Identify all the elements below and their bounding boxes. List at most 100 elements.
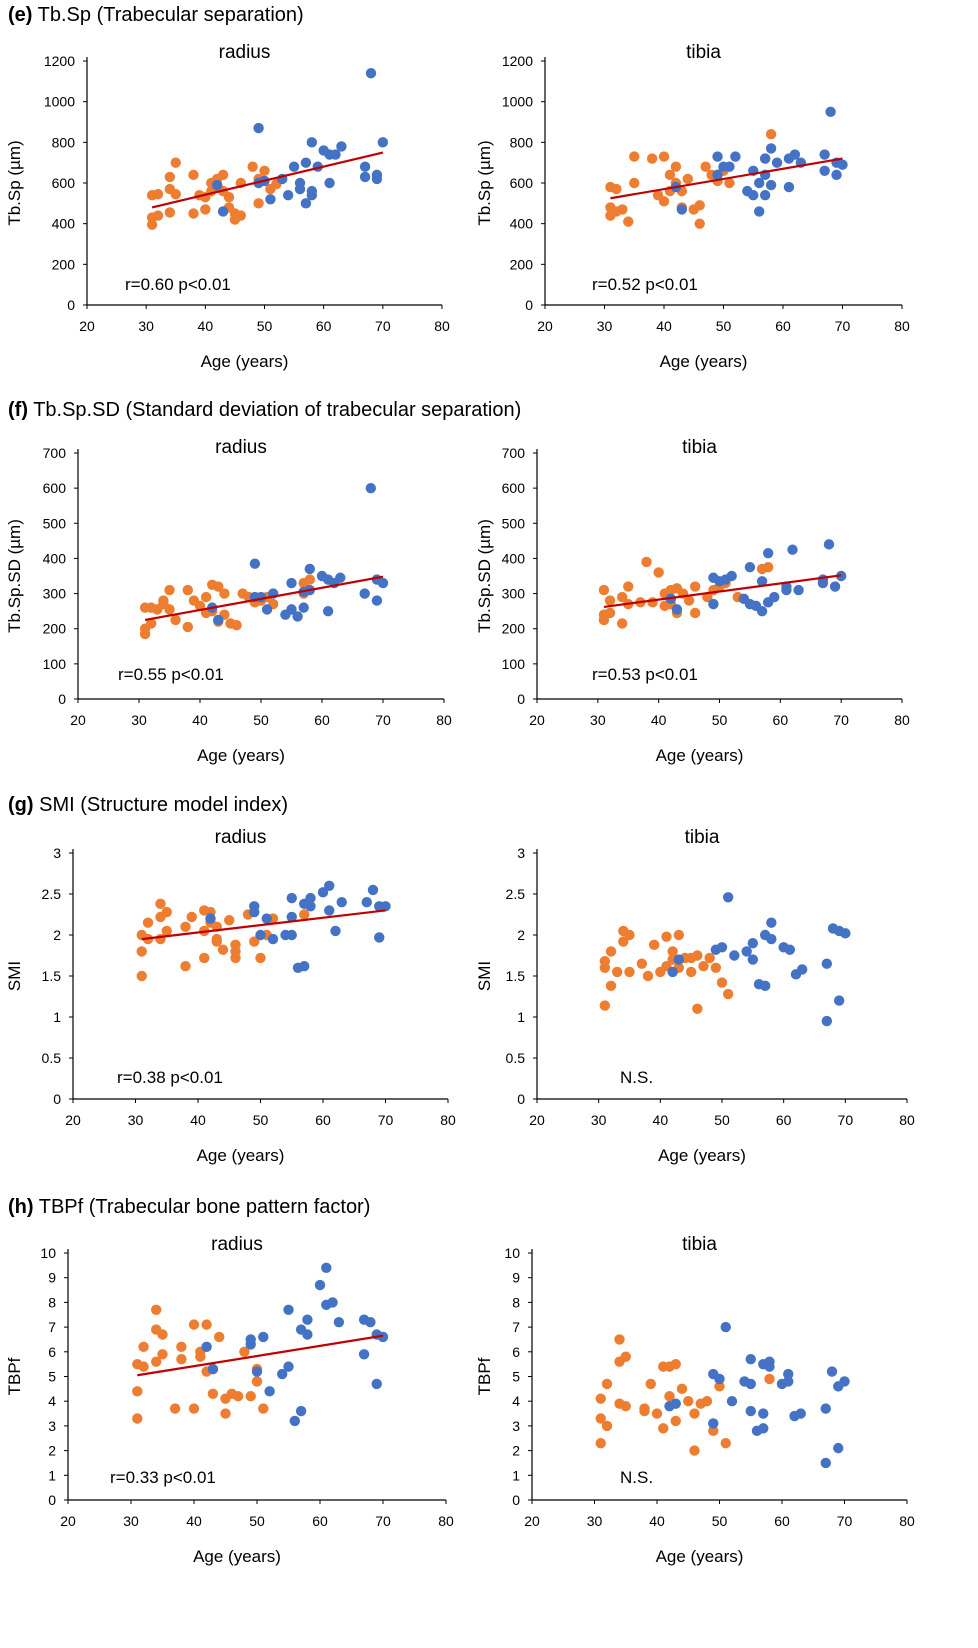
data-point-orange — [207, 1388, 219, 1399]
y-axis-label: SMI — [5, 961, 24, 991]
data-point-blue — [359, 171, 371, 183]
data-point-blue — [820, 1403, 831, 1414]
y-tick-label: 600 — [43, 480, 67, 496]
data-point-orange — [259, 165, 270, 176]
data-point-orange — [164, 584, 175, 596]
data-point-orange — [629, 177, 640, 189]
scatter-chart-smi-radius: 0 0.5 1 1.5 2 2.5 3 20 30 40 50 60 70 80 radius Age (ye… — [5, 827, 456, 1165]
data-point-orange — [639, 1405, 650, 1417]
data-point-blue — [819, 149, 830, 160]
data-point-orange — [762, 562, 774, 573]
data-point-blue — [726, 570, 737, 582]
data-point-blue — [365, 68, 377, 79]
data-point-blue — [304, 563, 315, 575]
y-tick-label: 600 — [52, 175, 76, 191]
data-point-orange — [629, 151, 640, 162]
y-tick-label: 1 — [48, 1467, 56, 1483]
scatter-chart-tbsp-tibia: 0 200 400 600 800 1000 1200 20 30 40 50 60 70 80 tibia… — [475, 42, 910, 371]
y-tick-label: 6 — [48, 1344, 56, 1360]
x-tick-label: 20 — [529, 712, 545, 728]
data-point-orange — [616, 618, 628, 629]
data-point-orange — [599, 1000, 611, 1011]
x-tick-label: 80 — [438, 1513, 454, 1529]
data-point-blue — [336, 897, 347, 908]
section-text: TBPf (Trabecular bone pattern factor) — [38, 1196, 371, 1218]
y-tick-label: 100 — [502, 656, 526, 672]
data-point-blue — [302, 1314, 313, 1325]
data-point-orange — [642, 970, 654, 982]
y-tick-label: 2 — [48, 1443, 56, 1459]
y-axis-label: Tb.Sp (µm) — [5, 140, 24, 225]
scatter-chart-smi-tibia: 0 0.5 1 1.5 2 2.5 3 20 30 40 50 60 70 80 tibia Age (yea… — [475, 827, 915, 1165]
chart-title: radius — [215, 827, 267, 848]
data-point-orange — [724, 177, 735, 189]
correlation-annotation: r=0.38 p<0.01 — [117, 1068, 223, 1087]
data-point-blue — [821, 1015, 833, 1027]
data-point-blue — [745, 1378, 756, 1390]
data-point-orange — [604, 595, 616, 606]
data-point-blue — [330, 925, 341, 937]
data-point-orange — [188, 1403, 200, 1414]
data-point-blue — [335, 572, 346, 583]
data-point-orange — [716, 977, 728, 988]
data-point-blue — [324, 177, 335, 189]
data-point-orange — [623, 216, 634, 227]
x-tick-label: 30 — [587, 1513, 603, 1529]
data-point-orange — [136, 946, 147, 957]
data-point-blue — [253, 122, 264, 134]
data-point-orange — [618, 936, 629, 947]
y-tick-label: 8 — [512, 1294, 520, 1310]
data-point-orange — [646, 153, 658, 164]
y-tick-label: 2 — [517, 927, 525, 943]
data-point-orange — [161, 925, 172, 937]
y-tick-label: 4 — [48, 1393, 56, 1409]
data-point-orange — [155, 898, 166, 910]
data-point-orange — [714, 1381, 725, 1392]
x-tick-label: 70 — [375, 1513, 391, 1529]
x-tick-label: 50 — [716, 318, 732, 334]
data-point-orange — [647, 597, 658, 608]
x-tick-label: 70 — [375, 712, 391, 728]
data-point-blue — [380, 901, 391, 912]
data-point-orange — [176, 1354, 187, 1365]
data-point-blue — [359, 588, 370, 599]
data-point-orange — [170, 157, 181, 168]
data-point-orange — [664, 169, 676, 181]
section-letter: (f) — [8, 399, 28, 421]
data-point-orange — [673, 929, 685, 941]
data-point-orange — [598, 584, 610, 596]
data-point-blue — [796, 964, 808, 975]
x-tick-label: 50 — [712, 712, 728, 728]
data-point-blue — [295, 1405, 307, 1417]
data-point-orange — [161, 906, 172, 918]
x-tick-label: 80 — [436, 712, 452, 728]
x-tick-label: 60 — [312, 1513, 328, 1529]
data-point-blue — [277, 1368, 288, 1380]
y-tick-label: 8 — [48, 1294, 56, 1310]
y-tick-label: 10 — [40, 1245, 56, 1261]
chart-title: radius — [215, 437, 267, 458]
data-point-blue — [358, 1349, 370, 1360]
data-point-blue — [722, 892, 734, 903]
x-axis-label: Age (years) — [197, 746, 285, 765]
data-point-orange — [232, 1391, 244, 1402]
data-point-blue — [377, 137, 389, 148]
y-tick-label: 0 — [53, 1091, 61, 1107]
data-point-orange — [188, 208, 199, 219]
trend-line — [141, 909, 386, 941]
data-point-blue — [676, 204, 688, 215]
data-point-blue — [716, 942, 728, 953]
y-tick-label: 10 — [504, 1245, 520, 1261]
data-point-orange — [664, 1391, 675, 1402]
data-point-orange — [641, 556, 652, 568]
trend-line — [610, 157, 843, 200]
trend-line — [144, 575, 384, 622]
data-point-orange — [223, 192, 235, 203]
x-axis-label: Age (years) — [201, 352, 289, 371]
data-point-orange — [164, 604, 175, 615]
data-point-blue — [289, 1415, 300, 1427]
data-point-blue — [292, 611, 303, 622]
data-point-blue — [823, 539, 835, 550]
data-point-orange — [299, 909, 310, 920]
data-point-orange — [704, 952, 715, 964]
